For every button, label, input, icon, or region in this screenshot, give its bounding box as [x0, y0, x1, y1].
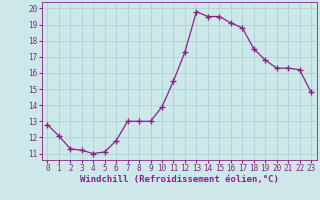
- X-axis label: Windchill (Refroidissement éolien,°C): Windchill (Refroidissement éolien,°C): [80, 175, 279, 184]
